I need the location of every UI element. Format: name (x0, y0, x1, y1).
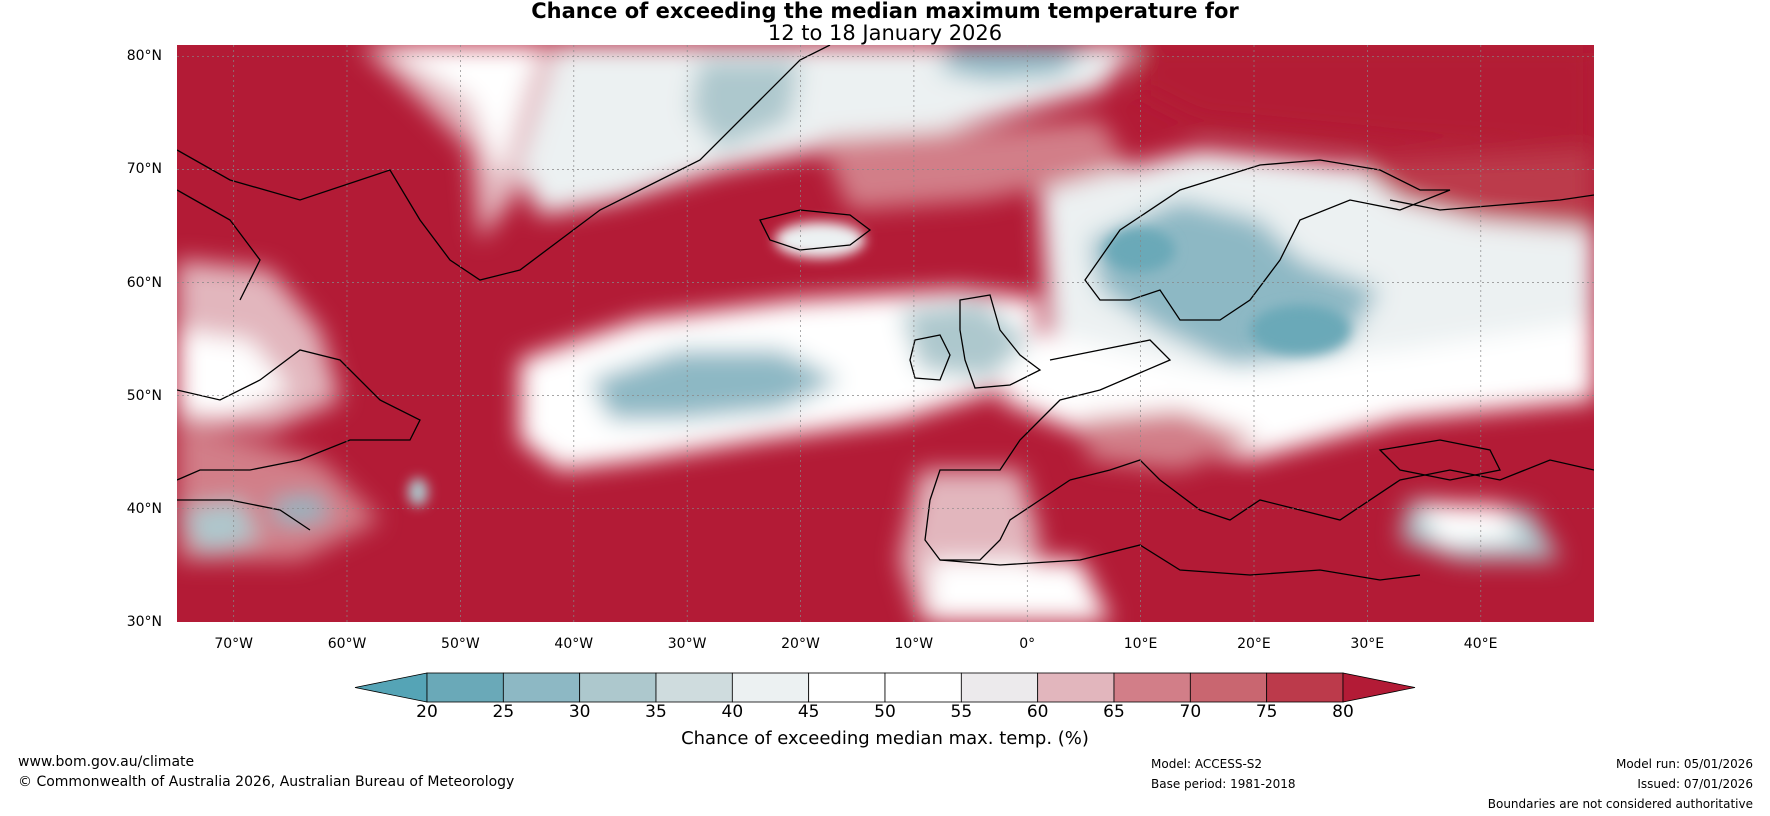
fine-shading (408, 222, 1350, 506)
colorbar-bin (1037, 672, 1115, 703)
colorbar-tick-label: 70 (1179, 702, 1202, 722)
alps-neutral (1080, 410, 1260, 470)
colorbar-bin (502, 672, 581, 703)
colorbar-bin (960, 672, 1039, 703)
azores-cool-spot (408, 478, 428, 506)
latitude-label: 70°N (126, 161, 162, 178)
model-name: Model: ACCESS-S2 (1151, 757, 1263, 771)
scandinavia-coast (1084, 159, 1451, 321)
kola-coast (1389, 194, 1594, 211)
colorbar (354, 672, 1416, 703)
colorbar-tick-label: 25 (492, 702, 515, 722)
latitude-label: 40°N (126, 500, 162, 517)
colorbar-tick-label: 65 (1103, 702, 1125, 722)
colorbar-tick-label: 40 (721, 702, 744, 722)
black-sea-coast (1378, 439, 1501, 481)
colorbar-tick-label: 45 (797, 702, 820, 722)
colorbar-tick-label: 75 (1255, 702, 1278, 722)
greenland-white-zone (380, 45, 540, 180)
baltic-cool-spot (1250, 305, 1350, 355)
colorbar-bin (426, 672, 504, 703)
labrador-coast (177, 349, 421, 481)
latitude-label: 80°N (126, 48, 162, 65)
colorbar-under-arrow (354, 672, 428, 703)
longitude-label: 10°W (894, 636, 934, 652)
colorbar-tick-label: 35 (645, 702, 667, 722)
baffin-coast (177, 189, 261, 301)
colorbar-bin (1266, 672, 1344, 703)
colorbar-bin (808, 672, 886, 703)
issued-date: Issued: 07/01/2026 (1637, 777, 1753, 791)
colorbar-bin (1189, 672, 1268, 703)
svalbard-cool-zone (940, 45, 1090, 80)
north-africa-coast (939, 544, 1421, 581)
iceland-coast (759, 209, 872, 251)
colorbar-bin (731, 672, 810, 703)
map-title-line1: Chance of exceeding the median maximum t… (531, 0, 1239, 23)
latitude-label: 60°N (126, 274, 162, 291)
longitude-label: 60°W (327, 636, 367, 652)
us-east-cool-zone (180, 500, 260, 555)
longitude-label: 40°E (1463, 636, 1498, 652)
latitude-label: 50°N (126, 387, 162, 404)
longitude-label: 20°E (1237, 636, 1271, 652)
russia-warm-zone (1350, 150, 1594, 230)
longitude-label: 20°W (781, 636, 820, 652)
longitude-label: 30°W (667, 636, 707, 652)
newfoundland-cool-zone (270, 495, 330, 525)
iceland-cool-spot (775, 222, 865, 258)
colorbar-tick-label: 20 (416, 702, 438, 722)
ireland-coast (909, 334, 951, 381)
mediterranean-north-coast (1069, 459, 1594, 521)
model-run-date: Model run: 05/01/2026 (1615, 757, 1753, 771)
colorbar-bin (1113, 672, 1191, 703)
longitude-label: 70°W (214, 636, 254, 652)
copyright-text: © Commonwealth of Australia 2026, Austra… (18, 774, 515, 790)
colorbar-tick-label: 55 (950, 702, 973, 722)
base-period: Base period: 1981-2018 (1151, 777, 1296, 791)
britain-coast (959, 294, 1042, 389)
longitude-label: 0° (1019, 636, 1036, 652)
longitude-label: 10°E (1123, 636, 1158, 652)
coastlines (177, 45, 1594, 581)
probability-shading (177, 45, 1594, 622)
colorbar-bin (884, 672, 962, 703)
europe-atlantic-coast (924, 339, 1172, 561)
map-title-line2: 12 to 18 January 2026 (767, 21, 1003, 45)
anomaly-field (177, 45, 1594, 622)
greenland-coast (177, 45, 831, 281)
colorbar-tick-label: 60 (1026, 702, 1049, 722)
north-america-east-coast (177, 499, 311, 531)
mid-atlantic-cool-zone (590, 350, 840, 420)
colorbar-tick-label: 80 (1332, 702, 1354, 722)
greenland-sea-cool-zone (690, 60, 800, 150)
longitude-label: 50°W (441, 636, 480, 652)
colorbar-tick-label: 30 (568, 702, 591, 722)
longitude-label: 40°W (554, 636, 594, 652)
boundaries-disclaimer: Boundaries are not considered authoritat… (1487, 797, 1753, 811)
norwegian-sea-warm-zone (820, 120, 1130, 210)
norway-cool-spot (1105, 228, 1175, 272)
graticule (177, 45, 1594, 622)
latitude-label: 30°N (126, 614, 162, 630)
colorbar-over-arrow (1342, 672, 1416, 703)
longitude-label: 30°E (1350, 636, 1385, 652)
colorbar-tick-label: 50 (874, 702, 896, 722)
colorbar-bin (579, 672, 657, 703)
website-link[interactable]: www.bom.gov.au/climate (18, 754, 195, 770)
colorbar-bin (655, 672, 733, 703)
north-africa-white (930, 560, 1110, 622)
colorbar-title: Chance of exceeding median max. temp. (%… (681, 728, 1089, 749)
middle-east-white (1420, 505, 1520, 545)
